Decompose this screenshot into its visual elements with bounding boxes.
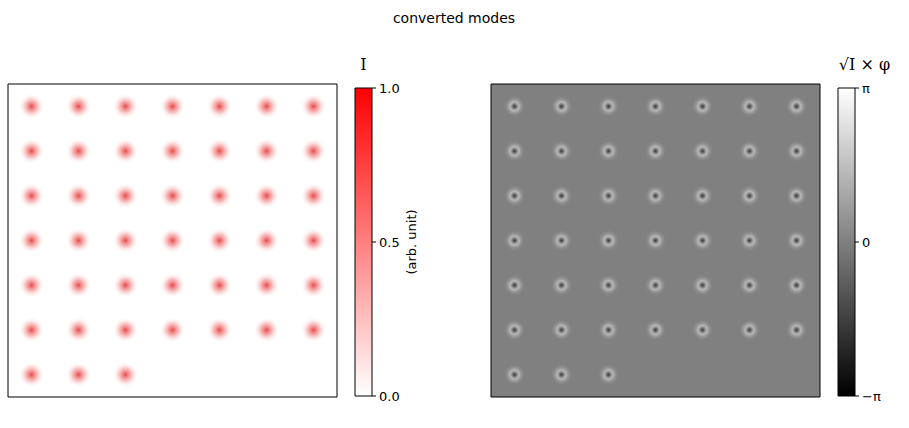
svg-text:π: π [862,81,870,96]
svg-text:−π: −π [862,389,881,404]
svg-text:(arb. unit): (arb. unit) [404,209,419,274]
svg-text:0.5: 0.5 [379,235,400,250]
svg-text:√I × φ: √I × φ [839,55,890,74]
svg-text:1.0: 1.0 [379,81,400,96]
svg-text:0.0: 0.0 [379,389,400,404]
svg-text:I: I [360,55,366,74]
svg-text:converted modes: converted modes [393,10,515,26]
svg-text:0: 0 [862,235,870,250]
